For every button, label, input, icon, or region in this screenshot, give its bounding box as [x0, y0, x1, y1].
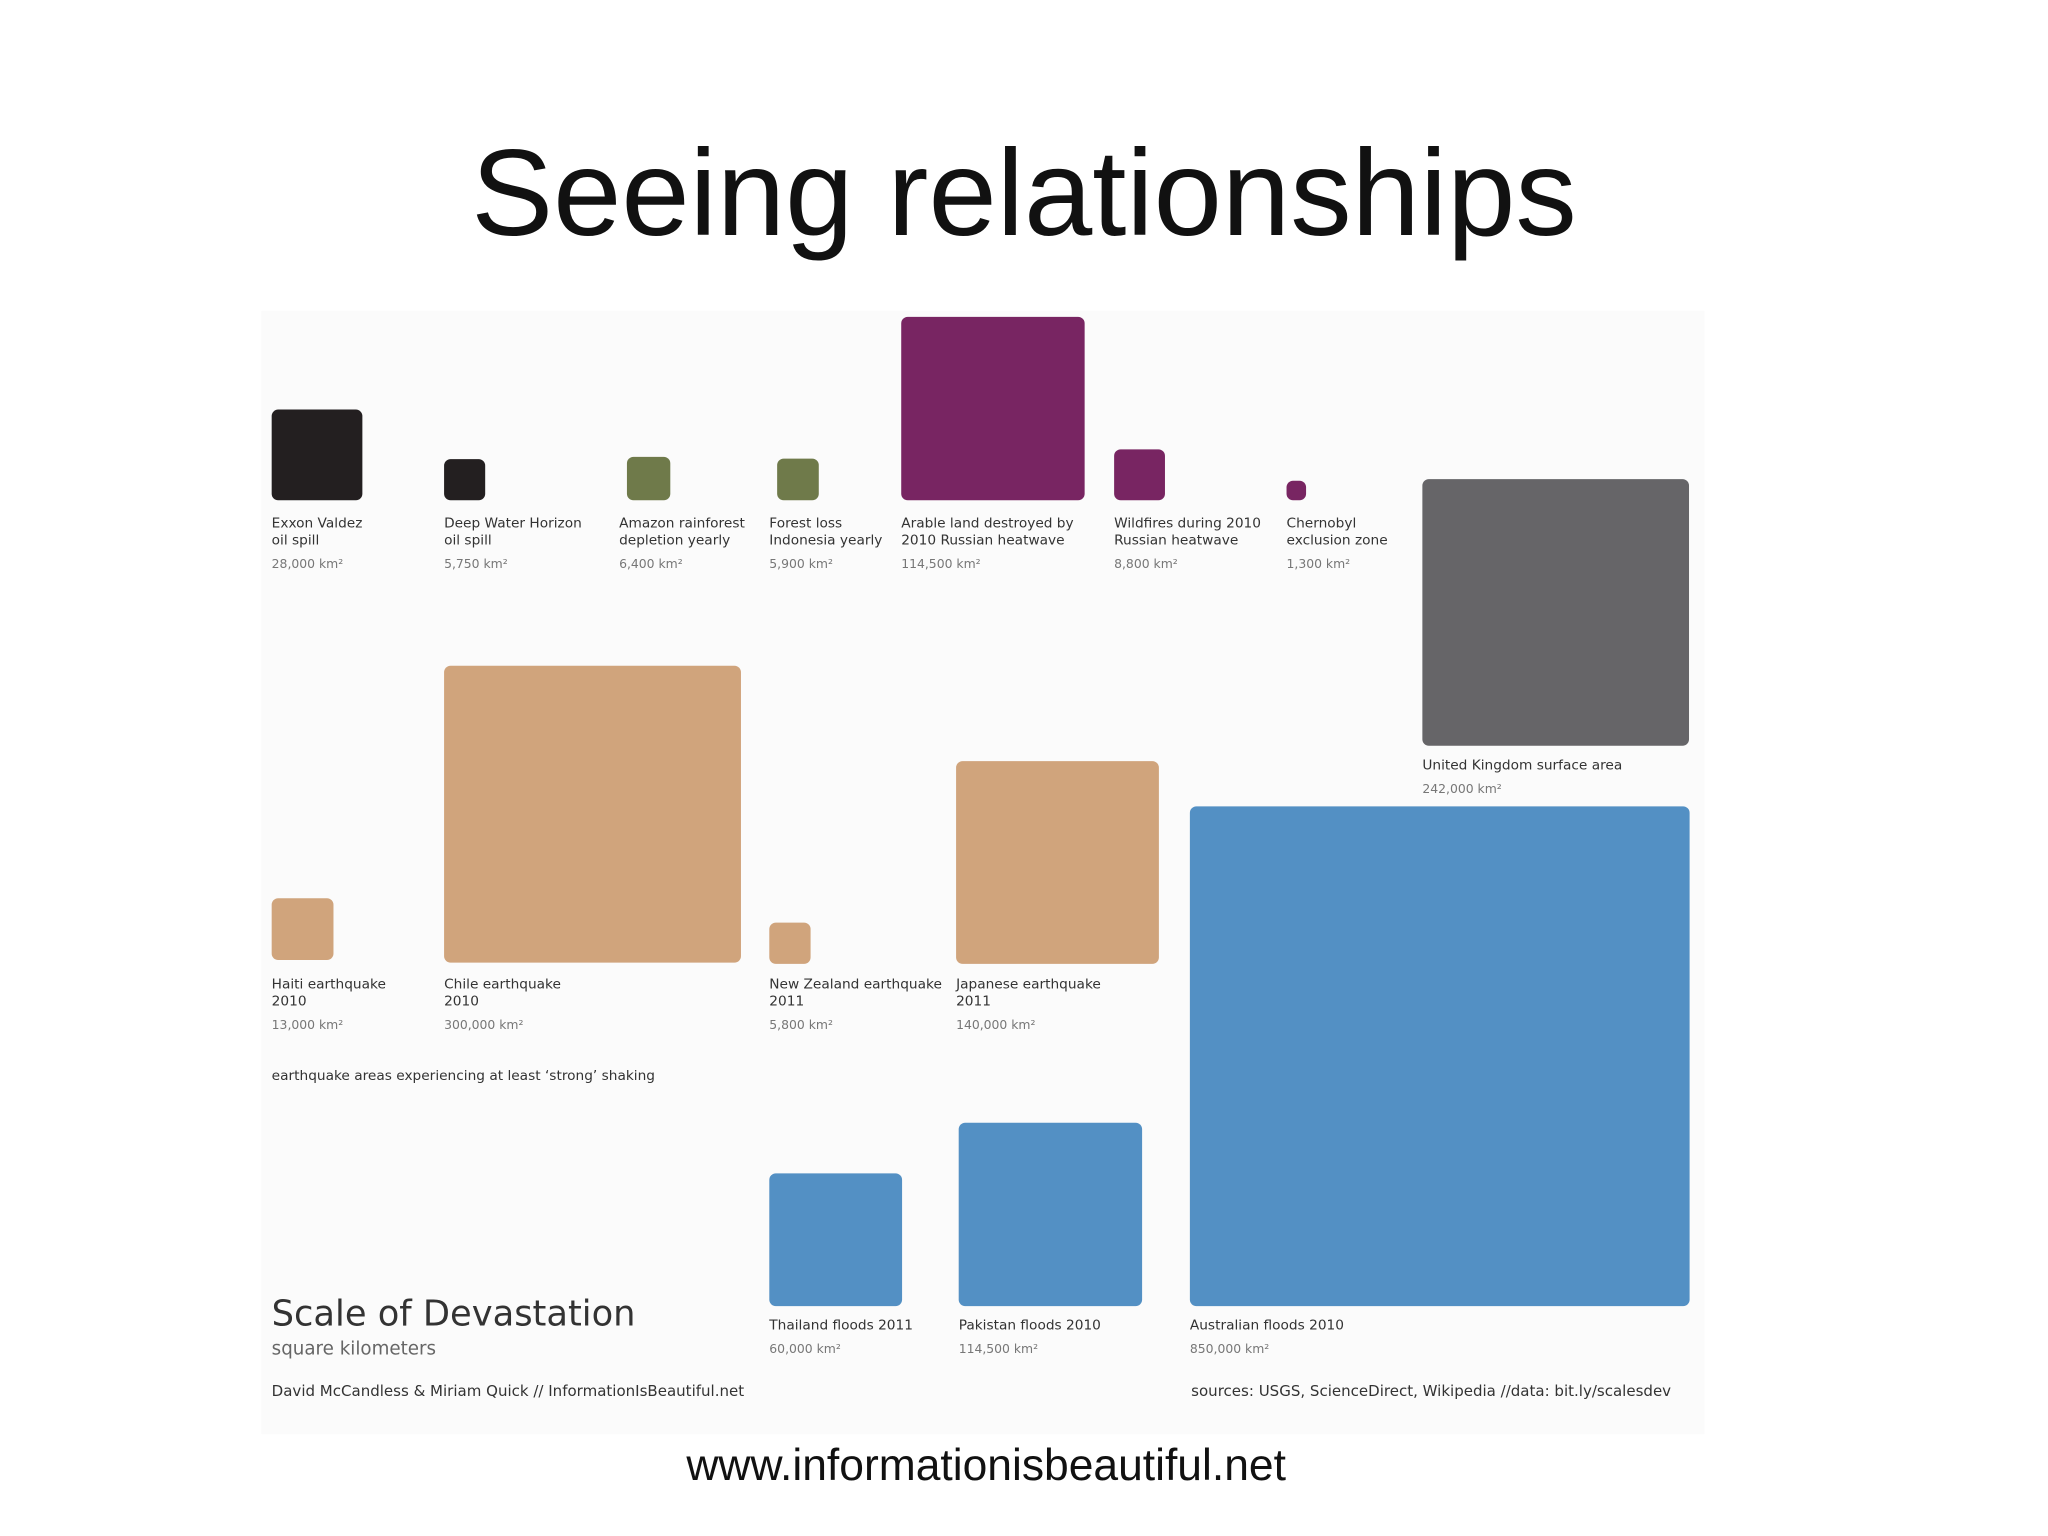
credit: David McCandless & Miriam Quick // Infor… [272, 1382, 745, 1400]
item-label: 2011 [769, 994, 804, 1010]
item-label: oil spill [272, 533, 320, 549]
item-value: 114,500 km² [959, 1341, 1038, 1356]
sources: sources: USGS, ScienceDirect, Wikipedia … [1191, 1382, 1671, 1400]
item-value: 300,000 km² [444, 1017, 523, 1032]
area-square [1286, 480, 1307, 501]
item-label: oil spill [444, 533, 492, 549]
item-value: 140,000 km² [956, 1017, 1035, 1032]
item-label: 2010 [272, 994, 307, 1010]
area-square [1114, 449, 1165, 501]
item-label: New Zealand earthquake [769, 977, 942, 993]
item-label: Haiti earthquake [272, 977, 386, 993]
item-value: 5,900 km² [769, 556, 833, 571]
item-value: 242,000 km² [1422, 781, 1501, 796]
item-label: Amazon rainforest [619, 516, 745, 532]
item-label: Russian heatwave [1114, 533, 1238, 549]
item-value: 13,000 km² [272, 1017, 344, 1032]
item-label: Exxon Valdez [272, 516, 363, 532]
area-square [769, 922, 811, 964]
item-label: Indonesia yearly [769, 533, 882, 549]
item-label: Australian floods 2010 [1190, 1318, 1344, 1334]
item-label: depletion yearly [619, 533, 730, 549]
area-square [958, 1122, 1143, 1307]
item-value: 6,400 km² [619, 556, 683, 571]
area-square [769, 1173, 903, 1307]
area-square [271, 409, 363, 501]
area-square [1422, 479, 1690, 746]
area-square [1189, 806, 1690, 1307]
item-label: 2010 [444, 994, 479, 1010]
item-label: Pakistan floods 2010 [959, 1318, 1101, 1334]
item-value: 850,000 km² [1190, 1341, 1269, 1356]
item-value: 114,500 km² [901, 556, 980, 571]
item-label: Arable land destroyed by [901, 516, 1073, 532]
item-label: Forest loss [769, 516, 842, 532]
subheading: square kilometers [272, 1338, 436, 1359]
heading: Scale of Devastation [272, 1294, 636, 1335]
note: earthquake areas experiencing at least ‘… [272, 1068, 655, 1084]
item-value: 1,300 km² [1287, 556, 1351, 571]
title: Seeing relationships [471, 125, 1577, 262]
item-value: 5,750 km² [444, 556, 508, 571]
area-square [901, 316, 1085, 501]
item-label: Thailand floods 2011 [768, 1318, 913, 1334]
area-square [444, 665, 741, 963]
item-label: United Kingdom surface area [1422, 757, 1622, 773]
item-label: Japanese earthquake [955, 977, 1101, 993]
item-label: Wildfires during 2010 [1114, 516, 1261, 532]
item-value: 8,800 km² [1114, 556, 1178, 571]
footer-url: www.informationisbeautiful.net [685, 1441, 1286, 1490]
area-square [626, 456, 671, 501]
item-label: 2010 Russian heatwave [901, 533, 1064, 549]
item-label: Deep Water Horizon [444, 516, 582, 532]
area-square [956, 761, 1159, 964]
item-label: 2011 [956, 994, 991, 1010]
item-value: 5,800 km² [769, 1017, 833, 1032]
item-value: 60,000 km² [769, 1341, 841, 1356]
area-square [271, 898, 334, 960]
item-value: 28,000 km² [272, 556, 344, 571]
item-label: Chernobyl [1287, 516, 1357, 532]
area-square [777, 458, 819, 501]
item-label: exclusion zone [1287, 533, 1388, 549]
area-square [444, 459, 486, 501]
item-label: Chile earthquake [444, 977, 561, 993]
